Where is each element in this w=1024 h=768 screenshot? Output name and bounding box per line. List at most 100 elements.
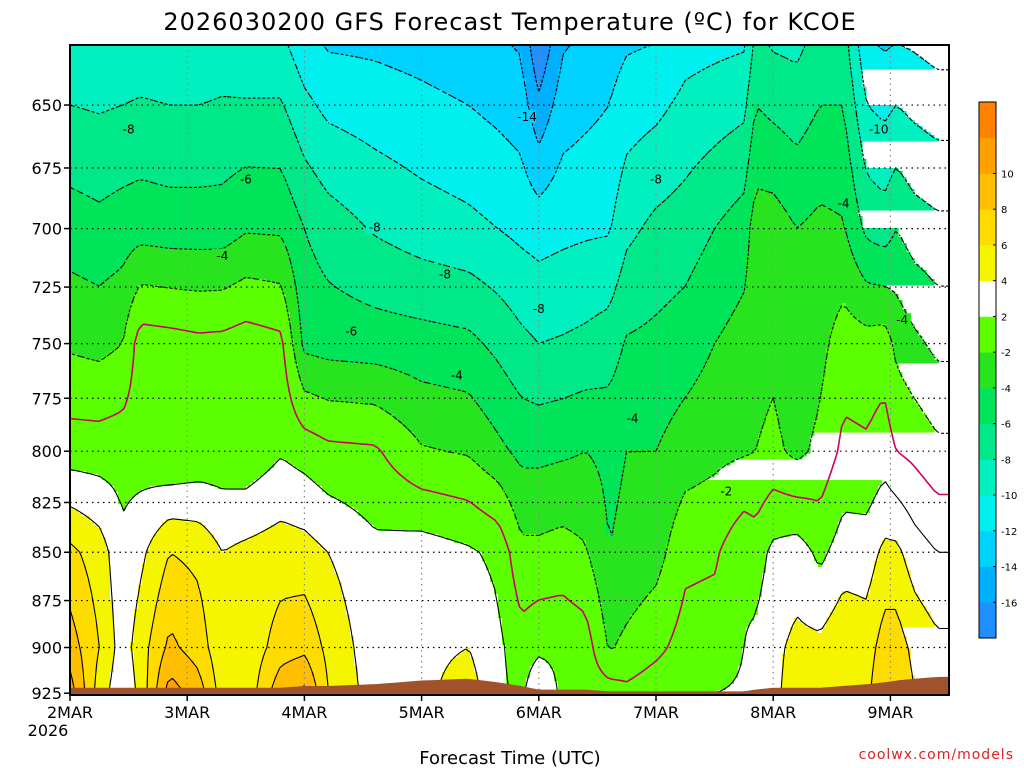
temperature-band-cell: [342, 582, 495, 586]
temperature-band-cell: [698, 375, 823, 379]
temperature-band-cell: [530, 177, 555, 181]
temperature-band-cell: [102, 528, 159, 532]
temperature-band-cell: [522, 66, 535, 70]
temperature-band-cell: [710, 354, 827, 358]
temperature-band-cell: [266, 648, 323, 652]
temperature-band-cell: [70, 72, 299, 76]
temperature-band-cell: [286, 180, 323, 184]
temperature-band-cell: [82, 678, 95, 682]
temperature-band-cell: [714, 342, 831, 346]
temperature-band-cell: [314, 537, 447, 541]
temperature-band-cell: [498, 294, 615, 298]
temperature-band-cell: [590, 453, 627, 457]
temperature-band-cell: [314, 612, 347, 616]
temperature-band-cell: [650, 129, 735, 133]
temperature-band-cell: [670, 105, 747, 109]
temperature-band-cell: [298, 294, 351, 298]
temperature-band-cell: [378, 528, 519, 532]
temperature-band-cell: [298, 213, 355, 217]
temperature-band-cell: [134, 654, 151, 658]
temperature-band-cell: [754, 108, 759, 112]
temperature-band-cell: [70, 609, 95, 613]
temperature-band-cell: [618, 636, 747, 640]
temperature-band-cell: [746, 114, 755, 118]
temperature-band-cell: [306, 351, 491, 355]
temperature-band-cell: [546, 60, 563, 64]
temperature-band-cell: [346, 597, 499, 601]
temperature-band-cell: [202, 594, 299, 598]
temperature-band-cell: [886, 246, 907, 250]
temperature-band-cell: [830, 546, 883, 550]
temperature-band-cell: [774, 540, 807, 544]
temperature-band-cell: [290, 123, 331, 127]
temperature-band-cell: [354, 642, 503, 646]
temperature-band-cell: [750, 138, 791, 142]
temperature-band-cell: [714, 144, 751, 148]
temperature-band-cell: [314, 102, 467, 106]
temperature-band-cell: [474, 663, 507, 667]
colorbar-label: 2: [1001, 312, 1007, 323]
temperature-band-cell: [830, 333, 891, 337]
temperature-band-cell: [466, 327, 527, 331]
temperature-band-cell: [746, 96, 855, 100]
temperature-band-cell: [530, 45, 551, 49]
temperature-band-cell: [626, 336, 719, 340]
temperature-band-cell: [530, 108, 551, 112]
temperature-band-cell: [782, 672, 875, 676]
temperature-band-cell: [758, 609, 835, 613]
temperature-band-cell: [626, 258, 699, 262]
temperature-band-cell: [770, 120, 811, 124]
temperature-band-cell: [862, 276, 931, 280]
temperature-band-cell: [82, 555, 111, 559]
temperature-band-cell: [202, 612, 275, 616]
temperature-band-cell: [614, 297, 675, 301]
temperature-band-cell: [82, 192, 115, 196]
temperature-band-cell: [790, 534, 799, 538]
temperature-band-cell: [262, 474, 307, 478]
temperature-band-cell: [750, 246, 851, 250]
temperature-band-cell: [70, 459, 279, 463]
temperature-band-cell: [614, 525, 675, 529]
temperature-band-cell: [294, 267, 323, 271]
temperature-band-cell: [874, 663, 911, 667]
temperature-band-cell: [522, 69, 535, 73]
temperature-band-cell: [758, 444, 783, 448]
temperature-band-cell: [150, 540, 219, 544]
temperature-band-cell: [314, 675, 327, 679]
temperature-band-cell: [394, 414, 487, 418]
temperature-band-cell: [350, 618, 503, 622]
temperature-band-cell: [622, 468, 719, 472]
temperature-band-cell: [378, 237, 511, 241]
temperature-band-cell: [346, 603, 499, 607]
temperature-band-cell: [590, 318, 651, 322]
temperature-band-cell: [586, 240, 635, 244]
temperature-band-cell: [166, 102, 203, 106]
temperature-band-cell: [70, 180, 135, 184]
temperature-band-cell: [666, 111, 747, 115]
temperature-band-cell: [742, 657, 783, 661]
temperature-band-cell: [534, 78, 543, 82]
temperature-band-cell: [814, 429, 935, 433]
temperature-band-cell: [558, 399, 683, 403]
temperature-band-cell: [526, 681, 559, 685]
temperature-band-cell: [626, 339, 719, 343]
temperature-band-cell: [618, 489, 687, 493]
temperature-band-cell: [746, 633, 791, 637]
temperature-band-cell: [774, 123, 811, 127]
temperature-band-cell: [362, 516, 515, 520]
temperature-band-cell: [506, 672, 531, 676]
temperature-band-cell: [502, 627, 607, 631]
temperature-band-cell: [686, 282, 747, 286]
temperature-band-cell: [162, 576, 195, 580]
temperature-band-cell: [674, 522, 839, 526]
temperature-band-cell: [878, 552, 903, 556]
temperature-band-cell: [834, 318, 859, 322]
temperature-band-cell: [70, 534, 103, 538]
temperature-band-cell: [610, 102, 671, 106]
temperature-band-cell: [846, 114, 859, 118]
temperature-band-cell: [122, 339, 295, 343]
temperature-band-cell: [94, 522, 163, 526]
temperature-band-cell: [90, 591, 111, 595]
temperature-band-cell: [890, 114, 907, 118]
temperature-band-cell: [322, 639, 355, 643]
